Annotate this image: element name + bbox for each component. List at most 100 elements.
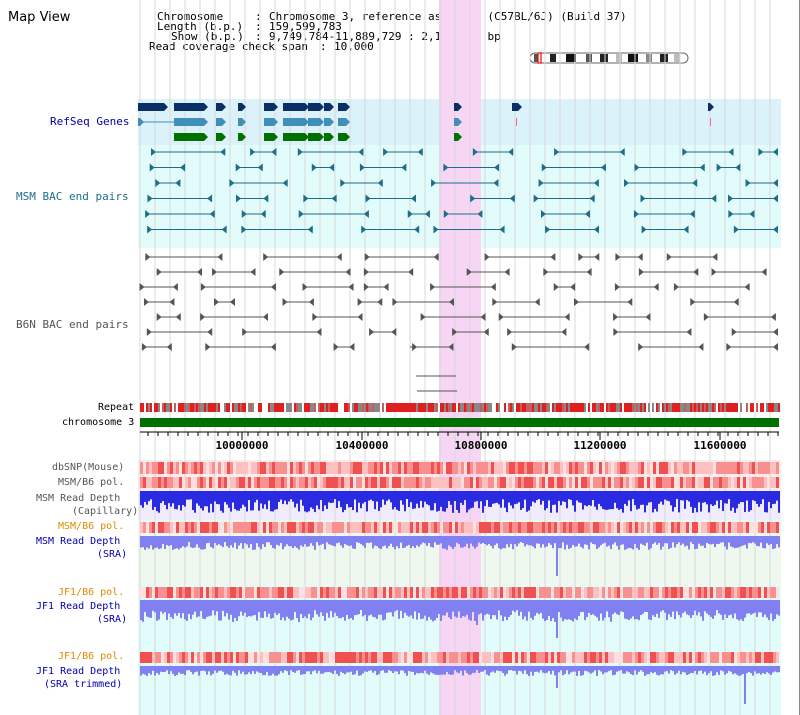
depth-bar [306,536,308,547]
depth-bar [766,536,768,544]
polymorphism-cell [197,652,200,663]
polymorphism-cell [578,462,581,474]
depth-bar [370,491,372,500]
depth-bar [400,600,402,611]
msm-read-depth-capillary-label[interactable]: MSM Read Depth [36,493,121,504]
polymorphism-cell [257,462,260,474]
depth-bar [736,536,738,548]
refseq-genes-label[interactable]: RefSeq Genes [50,115,130,128]
msm-bac-end [331,194,337,203]
repeat-segment [320,403,322,412]
depth-bar [594,491,596,507]
msm-bac-end [363,210,369,218]
depth-bar [548,491,550,501]
b6n-bac-end [175,313,181,321]
polymorphism-cell [422,652,425,663]
repeat-segment [616,403,618,412]
polymorphism-cell [626,652,629,663]
msm-bac-end [250,148,256,156]
repeat-segment [532,403,534,412]
depth-bar [296,666,298,671]
polymorphism-cell [311,652,314,663]
msm-b6-pol-sra-label[interactable]: MSM/B6 pol. [58,521,125,532]
read-coverage-label: Read coverage check span [149,40,308,53]
msm-bac-end [773,179,778,187]
polymorphism-cell [749,652,752,663]
depth-bar [624,491,626,504]
depth-bar [238,600,240,617]
polymorphism-cell [677,462,680,474]
polymorphism-cell [716,462,719,474]
repeat-segment [450,403,452,412]
polymorphism-cell [176,652,179,663]
polymorphism-cell [695,652,698,663]
polymorphism-cell [626,587,629,598]
polymorphism-cell [650,477,653,488]
depth-bar [196,666,198,672]
polymorphism-cell [332,522,335,533]
polymorphism-cell [206,522,209,533]
repeat-segment [400,403,402,412]
polymorphism-cell [500,652,503,663]
polymorphism-cell [296,652,299,663]
b6n-bac-label[interactable]: B6N BAC end pairs [16,318,129,331]
polymorphism-cell [458,652,461,663]
depth-bar [764,600,766,615]
depth-bar [648,491,650,503]
depth-bar [296,536,298,548]
jf1-read-depth-label[interactable]: JF1 Read Depth [36,601,121,612]
genome-track-canvas[interactable]: 10000000 10400000 10800000 11200000 11600000 [138,0,781,715]
repeat-segment [526,403,528,412]
msm-read-depth-sra-label[interactable]: MSM Read Depth [36,536,121,547]
depth-bar [320,491,322,501]
polymorphism-cell [359,587,362,598]
depth-bar [454,491,456,501]
jf1-b6-pol-label[interactable]: JF1/B6 pol. [58,587,125,598]
polymorphism-cell [350,522,353,533]
repeat-segment [758,403,760,412]
b6n-bac-end [196,268,202,276]
repeat-segment [566,403,568,412]
polymorphism-cell [476,477,479,488]
polymorphism-cell [272,477,275,488]
polymorphism-cell [509,522,512,533]
msm-b6-pol-label[interactable]: MSM/B6 pol. [58,477,125,488]
repeat-segment [634,403,636,412]
depth-bar [526,491,528,512]
depth-bar [492,600,494,616]
polymorphism-cell [593,462,596,474]
repeat-segment [274,403,276,412]
msm-bac-label[interactable]: MSM BAC end pairs [16,190,129,203]
polymorphism-cell [440,522,443,533]
depth-bar [180,491,182,511]
depth-bar [378,491,380,511]
polymorphism-cell [182,462,185,474]
polymorphism-cell [719,522,722,533]
gene-tick [516,118,517,126]
polymorphism-cell [413,462,416,474]
jf1-b6-pol-trimmed-label[interactable]: JF1/B6 pol. [58,651,125,662]
polymorphism-cell [164,477,167,488]
b6n-bac-end [333,343,339,351]
dbsnp-label[interactable]: dbSNP(Mouse) [52,462,125,473]
polymorphism-cell [296,522,299,533]
depth-bar [692,600,694,616]
polymorphism-cell [284,477,287,488]
depth-bar [158,600,160,620]
depth-bar [152,666,154,671]
jf1-read-depth-trimmed-label[interactable]: JF1 Read Depth [36,666,121,677]
depth-bar [358,666,360,676]
chromosome-ideogram[interactable] [528,51,690,65]
depth-bar [640,666,642,671]
depth-bar [762,536,764,549]
depth-bar [688,600,690,616]
polymorphism-cell [170,522,173,533]
polymorphism-cell [599,587,602,598]
repeat-segment [204,403,206,412]
polymorphism-cell [143,652,146,663]
depth-bar [634,600,636,620]
repeat-segment [398,403,400,412]
depth-bar [252,491,254,511]
polymorphism-cell [203,462,206,474]
depth-bar [610,600,612,622]
